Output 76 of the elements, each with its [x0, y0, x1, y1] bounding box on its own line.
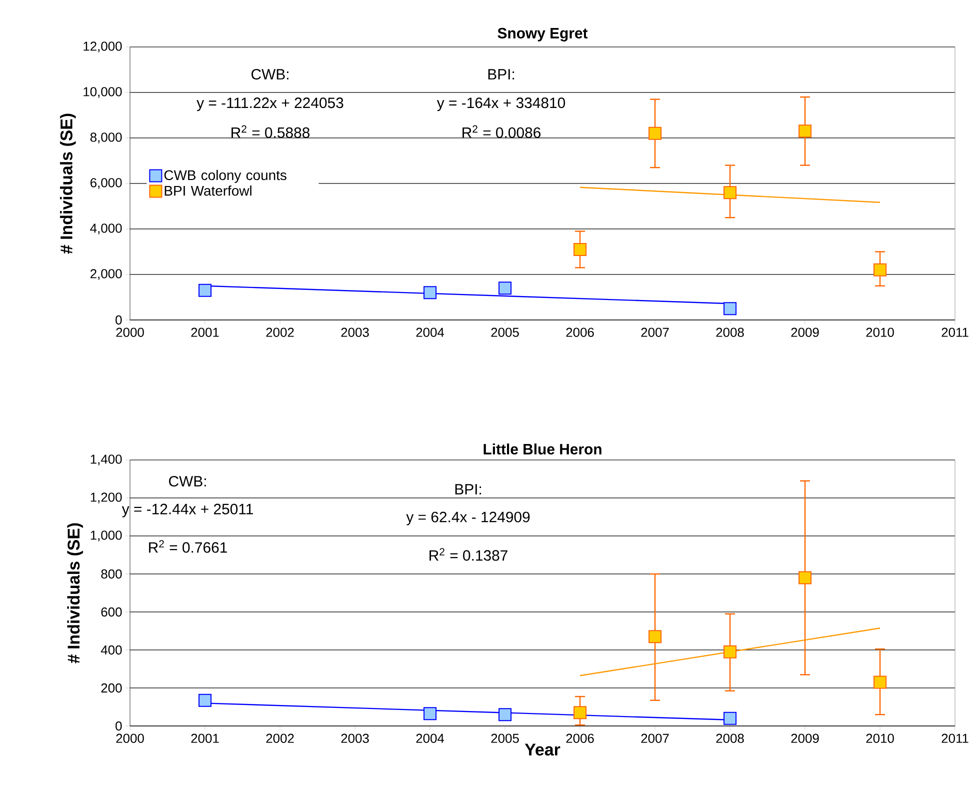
point [798, 571, 812, 584]
y-tick-label: 800 [101, 569, 122, 579]
point [498, 708, 512, 722]
annotation: R$^{2}$ = 0.1387 [430, 548, 508, 561]
y-tick-label: 1,000 [90, 530, 122, 542]
chart-title: Little Blue Heron [484, 444, 602, 454]
annotation: R$^{2}$ = 0.5888 [232, 125, 310, 138]
x-tick-label: 2010 [866, 328, 894, 337]
point [874, 263, 887, 276]
annotation: R$^{2}$ = 0.7661 [149, 540, 227, 553]
x-tick-label: 2006 [566, 734, 594, 743]
point [574, 242, 587, 256]
x-tick-label: 2001 [191, 328, 219, 337]
point [724, 645, 737, 658]
x-tick-label: 2011 [942, 328, 968, 337]
x-tick-label: 2009 [791, 328, 819, 337]
y-tick-label: 400 [100, 645, 122, 655]
point [198, 694, 212, 707]
x-tick-label: 2006 [566, 328, 594, 337]
y-tick-label: 8,000 [90, 132, 122, 144]
y-tick-label: 10,000 [84, 87, 122, 98]
annotation: CWB: [252, 68, 288, 80]
point [574, 706, 587, 720]
annotation: CWB: [169, 476, 206, 487]
point [648, 126, 662, 140]
x-tick-label: 2007 [641, 734, 669, 743]
y-tick-label: 2,000 [90, 269, 122, 280]
x-tick-label: 2009 [791, 734, 819, 743]
annotation: BPI: [455, 484, 482, 494]
annotation: y = -12.44x + 25011 [122, 504, 253, 518]
x-tick-label: 2011 [942, 734, 968, 743]
legend-label: CWB colony counts [164, 170, 286, 183]
x-axis-title: Year [524, 744, 560, 756]
x-tick-label: 2005 [491, 328, 519, 337]
y-tick-label: 1,200 [90, 492, 122, 504]
point [724, 186, 737, 200]
annotation: y = 62.4x - 124909 [406, 512, 530, 526]
y-axis-title: # Individuals (SE) [60, 114, 76, 254]
point [198, 284, 212, 297]
point [724, 712, 737, 725]
y-tick-label: 4,000 [90, 224, 122, 234]
point [424, 707, 437, 720]
annotation: y = -164x + 334810 [436, 98, 566, 112]
point [424, 286, 437, 300]
x-tick-label: 2003 [341, 734, 369, 743]
chart-title: Snowy Egret [498, 28, 588, 42]
y-tick-label: 0 [116, 315, 122, 325]
y-tick-label: 200 [101, 683, 122, 693]
x-tick-label: 2010 [866, 734, 894, 743]
y-tick-label: 6,000 [90, 178, 122, 189]
annotation: BPI: [488, 69, 514, 80]
x-tick-label: 2000 [116, 734, 144, 743]
x-tick-label: 2000 [116, 328, 144, 337]
x-tick-label: 2002 [266, 328, 294, 337]
x-tick-label: 2008 [716, 328, 744, 337]
point [798, 124, 812, 138]
point [648, 630, 662, 644]
y-tick-label: 600 [101, 607, 122, 617]
annotation: R$^{2}$ = 0.0086 [462, 125, 541, 138]
x-tick-label: 2003 [341, 328, 369, 337]
point [874, 676, 887, 689]
x-tick-label: 2002 [266, 734, 294, 743]
y-tick-label: 0 [116, 721, 122, 731]
x-tick-label: 2001 [191, 734, 219, 743]
y-tick-label: 12,000 [84, 42, 122, 52]
x-tick-label: 2008 [716, 734, 744, 743]
y-tick-label: 1,400 [90, 454, 122, 466]
point [724, 302, 737, 316]
legend-label: BPI Waterfowl [164, 185, 252, 196]
x-tick-label: 2004 [416, 328, 444, 337]
x-tick-label: 2007 [641, 328, 669, 337]
x-tick-label: 2004 [416, 734, 444, 743]
annotation: y = -111.22x + 224053 [196, 98, 344, 112]
x-tick-label: 2005 [491, 734, 519, 743]
y-axis-title: # Individuals (SE) [67, 523, 83, 664]
point [498, 282, 512, 295]
